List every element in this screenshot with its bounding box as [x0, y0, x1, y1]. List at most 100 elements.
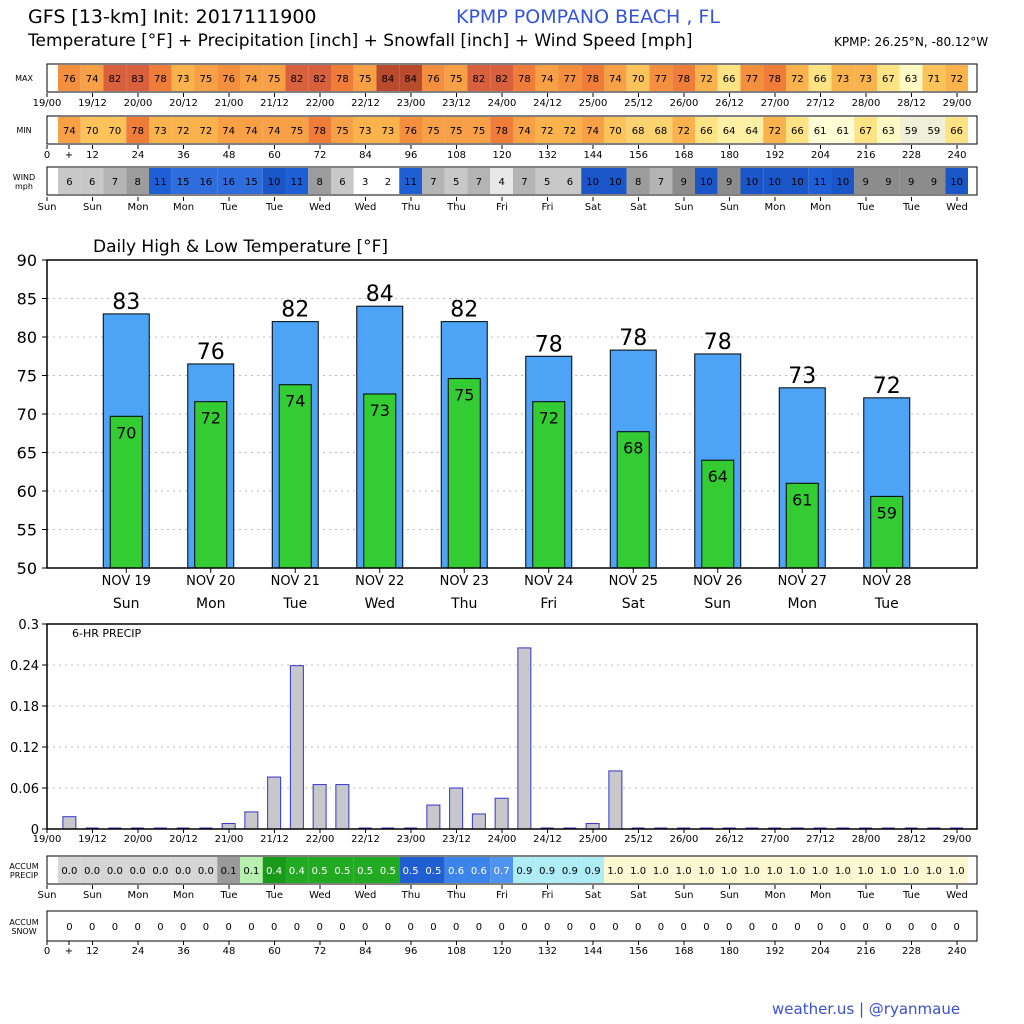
wind-strip-cell [786, 168, 809, 194]
max-temp-strip-value: 78 [768, 74, 781, 85]
max-temp-strip-cell [103, 65, 127, 91]
accum-precip-strip-value: 0.5 [425, 866, 441, 877]
precip-bar [335, 784, 350, 830]
wind-day-axis-tick-label: Sun [83, 202, 102, 213]
wind-strip-value: 11 [814, 177, 827, 188]
accum-snow-strip-cell [604, 912, 627, 940]
min-temp-strip-cell [672, 117, 695, 143]
wind-strip-cell [740, 168, 764, 194]
wind-strip-value: 11 [154, 177, 167, 188]
accum-precip-strip-cell [444, 857, 468, 883]
max-date-axis-tick-label: 27/00 [761, 98, 790, 109]
accum-day-axis-tick-label: Sun [83, 890, 102, 901]
accum-precip-strip-cell [126, 857, 149, 883]
high-temp-bar [863, 397, 911, 569]
accum-snow-strip-value: 0 [817, 922, 823, 933]
temp-weekday-label: Fri [540, 596, 557, 612]
accum-precip-strip-cell [649, 857, 673, 883]
max-temp-strip-value: 73 [837, 74, 850, 85]
wind-day-axis-tick-label: Wed [946, 202, 968, 213]
accum-snow-strip-cell [535, 912, 559, 940]
accum-snow-strip-value: 0 [567, 922, 573, 933]
temp-weekday-label: Wed [364, 596, 395, 612]
low-temp-bar [194, 401, 228, 569]
wind-strip-cell [899, 168, 923, 194]
wind-day-axis-tick-label: Tue [219, 202, 237, 213]
max-date-axis-tick-label: 28/12 [897, 98, 926, 109]
precip-date-axis-tick-label: 22/00 [306, 834, 335, 845]
wind-strip-cell [149, 168, 172, 194]
accum-precip-strip-cell [331, 857, 354, 883]
low-temp-label: 68 [623, 439, 643, 458]
max-date-axis-tick-label: 22/12 [351, 98, 380, 109]
precip-bar [312, 784, 327, 830]
wind-strip-cell [376, 168, 400, 194]
accum-snow-strip-value: 0 [771, 922, 777, 933]
accum-day-axis-tick-label: Tue [219, 890, 237, 901]
precip-date-axis-tick-label: 25/12 [624, 834, 653, 845]
accum-snow-strip-cell [786, 912, 809, 940]
accum-snow-strip-cell [353, 912, 377, 940]
temp-ytick-label: 90 [17, 251, 37, 270]
min-temp-strip-value: 73 [382, 126, 395, 137]
accum-precip-strip-cell [149, 857, 172, 883]
min-temp-strip-cell [149, 117, 172, 143]
accum-snow-strip-value: 0 [703, 922, 709, 933]
min-temp-strip-cell [331, 117, 354, 143]
accum-precip-strip-cell [80, 857, 104, 883]
precip-bar [381, 827, 395, 829]
wind-strip-cell [262, 168, 286, 194]
wind-day-axis-tick-label: Sun [674, 202, 693, 213]
temp-ytick-label: 55 [17, 521, 37, 540]
snow-hour-axis-tick-label: 72 [314, 946, 327, 957]
max-temp-strip-cell [149, 65, 172, 91]
wind-strip-cell [626, 168, 650, 194]
wind-strip-cell [672, 168, 695, 194]
precip-bar [62, 816, 77, 830]
min-temp-strip-cell [308, 117, 331, 143]
precip-bar [358, 827, 372, 829]
snow-hour-axis-tick-label: 12 [86, 946, 99, 957]
accum-precip-strip-value: 0.1 [221, 866, 237, 877]
max-temp-strip-cell [285, 65, 309, 91]
wind-day-axis-tick-label: Sun [720, 202, 739, 213]
max-temp-strip-value: 75 [450, 74, 463, 85]
temp-date-label: NOV 26 [693, 574, 742, 589]
precip-date-axis-tick-label: 19/12 [78, 834, 107, 845]
temp-date-label: NOV 24 [524, 574, 573, 589]
accum-snow-strip-value: 0 [362, 922, 368, 933]
accum-day-axis-tick-label: Tue [856, 890, 874, 901]
min-hour-axis-tick-label: 36 [177, 150, 190, 161]
accum-precip-strip-label: PRECIP [10, 871, 38, 880]
accum-snow-strip-value: 0 [635, 922, 641, 933]
precip-bar [108, 827, 122, 829]
accum-precip-strip-value: 1.0 [812, 866, 828, 877]
max-temp-strip-cell [58, 65, 81, 91]
max-date-axis-tick-label: 25/12 [624, 98, 653, 109]
wind-strip-cell [285, 168, 309, 194]
high-temp-bar [187, 363, 235, 569]
min-temp-strip-value: 74 [222, 126, 235, 137]
min-hour-axis-tick-label: 12 [86, 150, 99, 161]
high-temp-label: 73 [788, 364, 816, 389]
accum-precip-strip-label: ACCUM [9, 862, 38, 871]
snow-hour-axis-tick-label: 156 [629, 946, 648, 957]
min-temp-strip-cell [604, 117, 627, 143]
min-hour-axis-tick-label: 204 [811, 150, 830, 161]
accum-snow-strip-value: 0 [407, 922, 413, 933]
min-temp-strip-cell [945, 117, 968, 143]
max-date-axis-tick-label: 20/00 [124, 98, 153, 109]
min-temp-strip-cell [217, 117, 240, 143]
max-temp-strip-value: 75 [359, 74, 372, 85]
min-hour-axis-tick-label: 240 [947, 150, 966, 161]
accum-snow-strip-value: 0 [749, 922, 755, 933]
min-temp-strip-cell [58, 117, 81, 143]
accum-day-axis-tick-label: Tue [902, 890, 920, 901]
max-temp-strip-value: 76 [427, 74, 440, 85]
min-hour-axis-tick-label: 132 [538, 150, 557, 161]
accum-precip-strip-cell [58, 857, 81, 883]
precip-date-axis-tick-label: 28/12 [897, 834, 926, 845]
wind-strip-cell [353, 168, 377, 194]
precip-date-axis-tick-label: 24/00 [488, 834, 517, 845]
temp-ytick-label: 80 [17, 328, 37, 347]
